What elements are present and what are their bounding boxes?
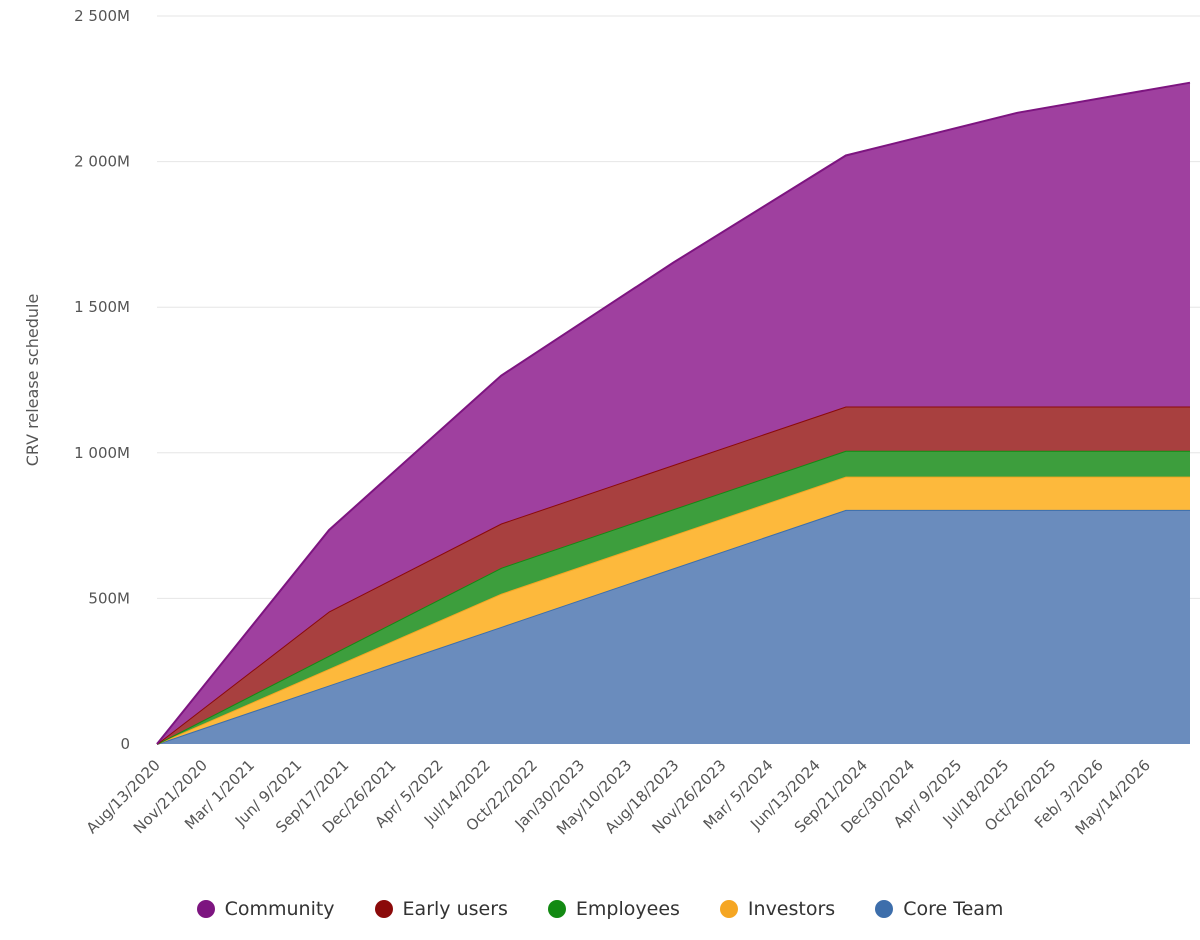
area-investors[interactable] bbox=[157, 476, 1190, 744]
legend-item-early-users[interactable]: Early users bbox=[374, 898, 508, 920]
line-community bbox=[156, 81, 1191, 745]
y-tick-label: 1 500M bbox=[74, 298, 130, 316]
legend-item-investors[interactable]: Investors bbox=[719, 898, 836, 920]
legend-marker-icon bbox=[196, 900, 215, 918]
area-core-team[interactable] bbox=[157, 509, 1190, 744]
y-tick-label: 0 bbox=[120, 735, 130, 753]
legend: Community Early users Employees Investors Co… bbox=[0, 898, 1200, 920]
legend-item-core-team[interactable]: Core Team bbox=[875, 898, 1003, 920]
legend-marker-icon bbox=[719, 900, 738, 918]
y-tick-label: 500M bbox=[88, 589, 130, 607]
legend-label: Community bbox=[224, 898, 335, 920]
legend-marker-icon bbox=[875, 900, 894, 918]
area-community[interactable] bbox=[157, 82, 1190, 744]
y-tick-label: 2 000M bbox=[74, 153, 130, 171]
legend-label: Investors bbox=[747, 898, 836, 920]
legend-marker-icon bbox=[547, 900, 566, 918]
legend-label: Core Team bbox=[903, 898, 1004, 920]
legend-item-community[interactable]: Community bbox=[196, 898, 335, 920]
legend-label: Employees bbox=[575, 898, 680, 920]
area-early-users[interactable] bbox=[157, 406, 1190, 744]
legend-marker-icon bbox=[374, 900, 393, 918]
y-axis-label: CRV release schedule bbox=[23, 294, 42, 467]
y-tick-label: 2 500M bbox=[74, 7, 130, 25]
y-tick-label: 1 000M bbox=[74, 444, 130, 462]
legend-label: Early users bbox=[402, 898, 508, 920]
legend-item-employees[interactable]: Employees bbox=[547, 898, 680, 920]
